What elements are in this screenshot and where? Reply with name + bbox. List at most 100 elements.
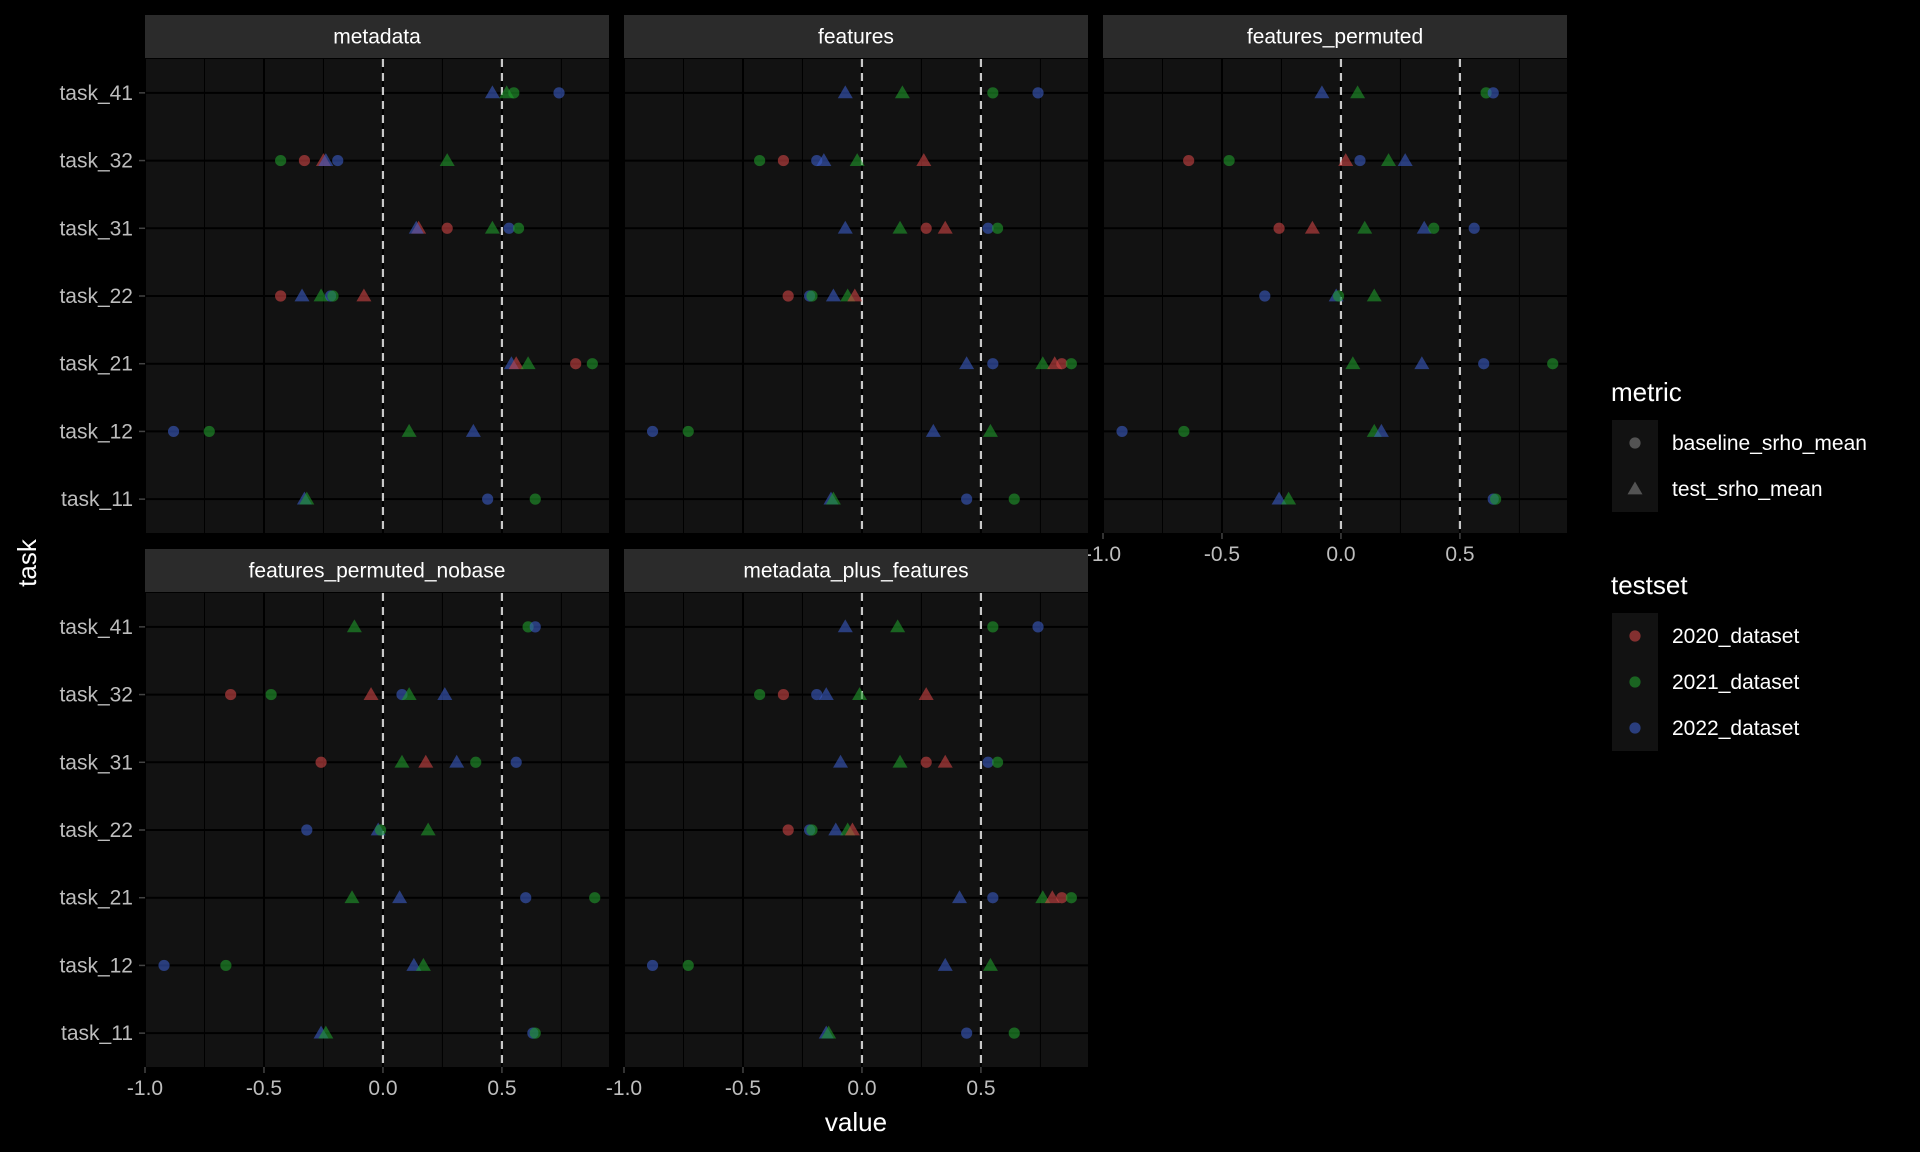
data-point <box>782 290 794 302</box>
data-point <box>441 222 453 234</box>
data-point <box>1281 491 1297 505</box>
facet-strip-title: features_permuted <box>1247 26 1423 49</box>
data-point <box>529 621 541 633</box>
data-point <box>327 290 339 302</box>
x-tick-label: 0.5 <box>487 1077 516 1100</box>
y-tick-label: task_11 <box>61 1022 133 1045</box>
data-point <box>275 154 287 167</box>
data-point <box>837 220 853 234</box>
data-point <box>1373 423 1389 437</box>
y-tick-label: task_22 <box>59 285 133 308</box>
data-point <box>806 824 818 836</box>
data-point <box>916 153 932 166</box>
data-point <box>406 957 422 971</box>
data-point <box>892 754 908 768</box>
data-point <box>918 687 934 700</box>
data-point <box>418 754 434 768</box>
data-point <box>344 890 360 904</box>
data-point <box>987 892 999 904</box>
y-tick-label: task_22 <box>59 819 133 842</box>
data-point <box>816 153 832 166</box>
data-point <box>589 892 601 904</box>
data-point <box>1032 621 1044 633</box>
data-point <box>529 1027 541 1039</box>
x-tick-label: 0.5 <box>966 1077 995 1100</box>
legend-metric-key <box>1629 437 1641 449</box>
data-point <box>1271 491 1287 505</box>
legend-testset-key <box>1629 722 1641 734</box>
data-point <box>520 356 536 370</box>
data-point <box>265 688 277 701</box>
data-point <box>837 619 853 633</box>
data-point <box>529 493 541 505</box>
x-tick-label: -1.0 <box>127 1077 163 1100</box>
legend-metric-title: metric <box>1611 377 1682 407</box>
data-point <box>225 688 237 701</box>
legend-metric-label: baseline_srho_mean <box>1672 432 1867 455</box>
data-point <box>844 822 860 836</box>
data-point <box>294 288 310 302</box>
facet-strip <box>624 549 1088 592</box>
data-point <box>1416 220 1432 234</box>
x-tick-label: -1.0 <box>1085 543 1121 566</box>
data-point <box>828 822 844 836</box>
data-point <box>1414 356 1430 370</box>
data-point <box>1008 1027 1020 1039</box>
x-tick-label: 0.0 <box>368 1077 397 1100</box>
data-point <box>991 222 1004 234</box>
data-point <box>959 356 975 370</box>
data-point <box>1332 290 1345 302</box>
data-point <box>499 85 515 99</box>
data-point <box>392 890 408 904</box>
data-point <box>508 356 524 370</box>
data-point <box>1065 892 1077 904</box>
data-point <box>437 687 453 700</box>
data-point <box>570 358 582 370</box>
y-tick-label: task_21 <box>59 353 133 376</box>
y-tick-label: task_11 <box>61 488 133 511</box>
data-point <box>937 220 953 234</box>
facet-strip <box>145 549 609 592</box>
data-point <box>777 688 790 701</box>
x-tick-label: 0.0 <box>1326 543 1355 566</box>
facet-strip <box>624 15 1088 58</box>
data-point <box>439 153 455 166</box>
data-point <box>420 822 436 836</box>
data-point <box>837 85 853 99</box>
data-point <box>1345 356 1361 370</box>
facet-strip-title: metadata_plus_features <box>743 560 968 583</box>
data-point <box>167 425 180 438</box>
data-point <box>415 957 431 971</box>
y-tick-label: task_31 <box>59 217 133 240</box>
data-point <box>1338 153 1354 166</box>
legend-metric-label: test_srho_mean <box>1672 478 1823 501</box>
data-point <box>982 756 994 768</box>
data-point <box>298 154 311 167</box>
data-point <box>646 959 659 972</box>
legend-testset-label: 2020_dataset <box>1672 625 1799 648</box>
data-point <box>1044 890 1060 904</box>
data-point <box>1223 154 1235 167</box>
legend-testset-label: 2021_dataset <box>1672 671 1799 694</box>
data-point <box>1065 358 1077 370</box>
data-point <box>1008 493 1020 505</box>
y-tick-label: task_21 <box>59 887 133 910</box>
data-point <box>682 425 694 438</box>
data-point <box>510 756 522 768</box>
data-point <box>1178 425 1190 438</box>
data-point <box>987 87 999 99</box>
x-tick-label: -0.5 <box>246 1077 282 1100</box>
data-point <box>961 1027 973 1039</box>
data-point <box>374 824 387 836</box>
facet-strip-title: metadata <box>333 26 421 49</box>
data-point <box>777 154 790 167</box>
y-tick-label: task_12 <box>59 954 133 977</box>
data-point <box>646 425 659 438</box>
data-point <box>852 687 868 700</box>
data-point <box>682 959 694 972</box>
y-tick-label: task_32 <box>59 684 133 707</box>
data-point <box>937 754 953 768</box>
data-point <box>503 222 515 234</box>
data-point <box>220 959 232 972</box>
data-point <box>363 687 379 700</box>
